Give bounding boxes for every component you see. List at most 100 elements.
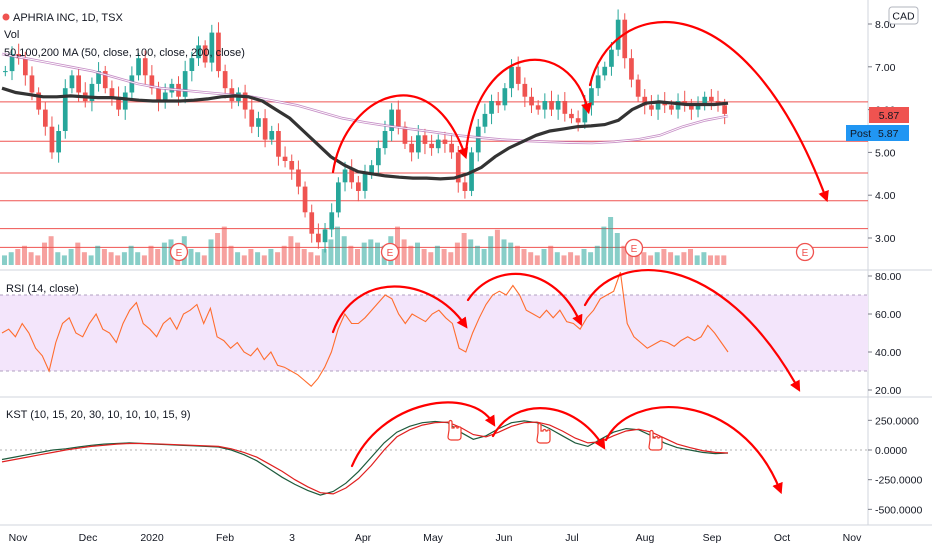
candle-body <box>409 143 414 153</box>
candle-body <box>542 101 548 110</box>
axis-tick-label: 20.00 <box>875 385 901 397</box>
axis-tick-label: 80.00 <box>875 271 901 283</box>
volume-bar <box>248 249 254 265</box>
candle-body <box>575 118 581 123</box>
volume-bar <box>315 255 320 265</box>
candle-body <box>96 71 101 84</box>
rsi-legend: RSI (14, close) <box>6 283 79 295</box>
volume-bar <box>301 249 307 265</box>
candle-body <box>136 58 141 76</box>
earnings-marker-label: E <box>802 248 809 259</box>
volume-bar <box>648 255 654 265</box>
volume-bar <box>155 249 161 265</box>
volume-bar <box>8 252 14 265</box>
volume-bar <box>61 255 67 265</box>
candle-body <box>362 173 368 191</box>
candle-body <box>649 105 654 110</box>
volume-bar <box>341 236 347 265</box>
volume-bar <box>721 255 727 265</box>
candle-body <box>222 71 228 89</box>
currency-badge[interactable]: CAD <box>888 6 919 25</box>
candle-body <box>322 229 328 243</box>
earnings-marker[interactable]: E <box>169 242 189 262</box>
volume-bar <box>474 245 480 265</box>
candle-body <box>109 88 115 97</box>
axis-tick-label: 60.00 <box>875 309 901 321</box>
candle-body <box>529 96 534 106</box>
volume-bar <box>501 239 507 265</box>
candle-body <box>102 71 108 89</box>
earnings-marker[interactable]: E <box>624 238 644 258</box>
volume-bar <box>295 242 301 265</box>
volume-bar <box>428 252 434 265</box>
candle-body <box>689 105 694 110</box>
candle-body <box>669 105 674 110</box>
volume-bar <box>361 242 367 265</box>
volume-bar <box>521 249 527 265</box>
axis-tick-label: 4.00 <box>875 190 896 202</box>
candle-body <box>282 156 288 161</box>
rsi-line <box>1 272 729 387</box>
time-axis-label: Oct <box>774 532 790 544</box>
volume-bar <box>201 255 207 265</box>
chart-title: APHRIA INC, 1D, TSX <box>13 12 123 24</box>
candle-body <box>522 83 528 97</box>
volume-bar <box>195 252 201 265</box>
volume-bar <box>275 252 281 265</box>
arc-kst-1 <box>350 401 496 468</box>
candle-body <box>695 105 701 110</box>
earnings-marker-label: E <box>631 244 638 255</box>
arc-price-2 <box>464 58 592 154</box>
volume-bar <box>42 242 47 265</box>
time-axis-label: 3 <box>289 532 295 544</box>
candle-body <box>302 186 308 213</box>
volume-bar <box>335 226 340 265</box>
volume-bar <box>654 252 660 265</box>
candle-body <box>69 75 75 89</box>
volume-bar <box>135 252 141 265</box>
volume-bar <box>355 249 360 265</box>
earnings-marker[interactable]: E <box>795 242 815 262</box>
volume-bar <box>261 255 267 265</box>
volume-bar <box>641 252 647 265</box>
candle-body <box>442 139 448 144</box>
candle-body <box>655 101 661 110</box>
volume-bar <box>674 255 680 265</box>
arc-rsi-3 <box>583 269 801 392</box>
volume-bar <box>221 226 227 265</box>
volume-bar <box>161 242 167 265</box>
candle-body <box>342 169 348 183</box>
volume-bar <box>288 236 294 265</box>
volume-bar <box>468 239 474 265</box>
volume-bar <box>35 255 41 265</box>
candle-body <box>49 126 55 153</box>
candle-body <box>3 71 8 73</box>
volume-bar <box>668 252 674 265</box>
candle-body <box>622 19 628 59</box>
candle-body <box>156 88 161 101</box>
volume-bar <box>108 252 114 265</box>
volume-bar <box>2 255 7 265</box>
volume-bar <box>488 236 494 265</box>
candles <box>3 9 727 253</box>
volume-bar <box>714 255 720 265</box>
volume-bar <box>281 245 287 265</box>
time-axis-label: 2020 <box>140 532 164 544</box>
volume-bar <box>188 249 194 265</box>
volume-bar <box>408 245 414 265</box>
candle-body <box>62 88 68 131</box>
hand-pointer-icon <box>536 422 551 444</box>
arc-rsi-2 <box>466 272 583 327</box>
earnings-marker[interactable]: E <box>380 242 400 262</box>
post-value: 5.87 <box>878 128 899 140</box>
volume-bar <box>215 233 221 265</box>
axis-tick-label: -500.0000 <box>875 504 922 516</box>
hand-pointer-icon <box>648 429 663 451</box>
axis-tick-label: -250.0000 <box>875 475 922 487</box>
candle-body <box>402 126 408 144</box>
arc-kst-3 <box>604 406 783 495</box>
volume-bar <box>588 252 594 265</box>
time-axis-label: Feb <box>216 532 234 544</box>
candle-body <box>416 135 421 153</box>
